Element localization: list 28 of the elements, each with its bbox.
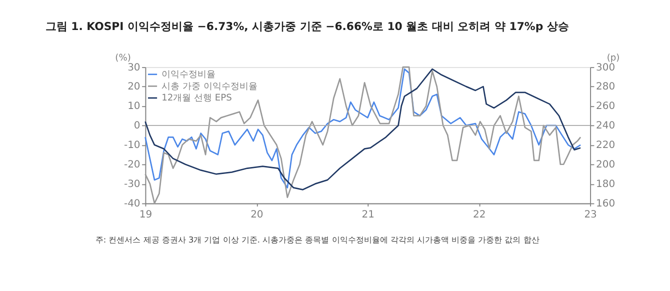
legend-label: 이익수정비율 bbox=[162, 70, 216, 80]
y2-axis-title: (p) bbox=[606, 53, 620, 64]
legend-label: 시총 가중 이익수정비율 bbox=[162, 82, 258, 92]
y2-tick-label: 220 bbox=[596, 140, 616, 152]
x-tick-label: 22 bbox=[473, 209, 486, 220]
x-tick-label: 21 bbox=[362, 209, 374, 220]
x-tick-label: 23 bbox=[584, 209, 597, 220]
y-tick-label: 30 bbox=[128, 62, 140, 74]
y2-tick-label: 300 bbox=[596, 62, 616, 74]
y2-tick-label: 200 bbox=[596, 160, 616, 171]
y2-tick-label: 260 bbox=[596, 101, 616, 112]
y-tick-label: 20 bbox=[128, 82, 140, 93]
y2-tick-label: 280 bbox=[596, 82, 616, 93]
chart-title: 그림 1. KOSPI 이익수정비율 −6.73%, 시총가중 기준 −6.66%로 10 월초 대비 오히려 약 17%p 상승 bbox=[45, 20, 569, 33]
y2-tick-label: 160 bbox=[596, 198, 616, 210]
y-tick-label: -40 bbox=[124, 198, 140, 210]
y-tick-label: -10 bbox=[124, 140, 140, 152]
y-tick-label: 0 bbox=[134, 120, 140, 132]
y2-tick-label: 180 bbox=[596, 179, 616, 190]
y-tick-label: -20 bbox=[124, 160, 140, 171]
legend-label: 12개월 선행 EPS bbox=[162, 94, 232, 104]
y-tick-label: -30 bbox=[124, 179, 140, 190]
y-tick-label: 10 bbox=[128, 101, 140, 112]
text: 주: 컨센서스 제공 증권사 3개 기업 이상 기준. 시총가중은 종목별 이익수정비율에 각각의 시가총액 비중을 가중한 값의 합산 bbox=[95, 234, 540, 244]
y2-tick-label: 240 bbox=[596, 120, 616, 132]
y-axis-title: (%) bbox=[115, 53, 131, 64]
x-tick-label: 19 bbox=[139, 209, 152, 220]
x-tick-label: 20 bbox=[250, 209, 264, 220]
